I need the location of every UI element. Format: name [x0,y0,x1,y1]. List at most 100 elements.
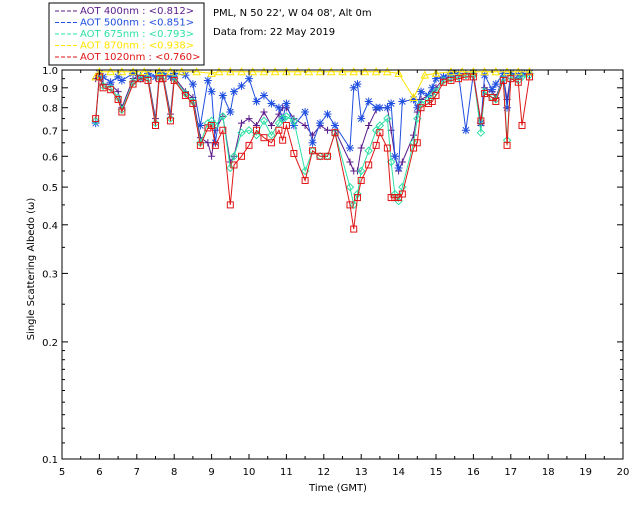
data-point [394,196,403,206]
data-point [346,201,354,209]
legend-entry: AOT 1020nm : <0.760> [55,52,200,63]
data-point [248,67,258,76]
data-point [225,67,235,76]
data-point [394,163,403,172]
y-tick-label: 0.6 [42,152,58,163]
legend-label: AOT 1020nm : <0.760> [80,52,200,63]
data-point [188,80,197,89]
data-point [252,126,260,134]
data-point [353,194,361,202]
data-point [409,92,418,101]
x-tick-label: 18 [542,467,555,478]
data-point [394,68,403,77]
data-point [211,141,219,149]
y-tick-label: 1.0 [42,66,58,77]
data-point [375,103,384,112]
data-point [208,121,216,129]
data-point [499,76,507,84]
data-point [331,121,340,130]
y-tick-label: 0.1 [42,455,58,466]
data-point [219,126,227,134]
data-point [349,83,358,92]
data-point [274,103,283,112]
data-point [230,87,239,96]
data-point [315,67,325,76]
data-point [230,161,238,169]
data-point [252,121,260,129]
data-point [245,115,253,123]
data-point [282,112,291,121]
y-tick-label: 0.9 [42,84,58,95]
legend-entry: AOT 870nm : <0.938> [55,41,194,52]
data-point [107,86,115,94]
data-point [345,144,354,153]
x-tick-label: 10 [243,467,256,478]
data-point [267,99,276,108]
data-point [308,138,317,147]
x-tick-label: 19 [579,467,592,478]
data-point [357,176,365,184]
legend: AOT 400nm : <0.812>AOT 500nm : <0.851>AO… [55,6,200,63]
data-point [237,67,246,76]
data-point [203,76,212,85]
data-point [237,128,246,137]
data-point [417,87,426,96]
y-tick-label: 0.4 [42,221,58,232]
data-point [218,91,227,100]
data-point [267,139,275,147]
data-point [383,114,392,123]
data-point [218,112,228,121]
data-point [192,67,201,76]
series-line [95,71,530,99]
data-point [114,72,123,81]
data-point [526,73,533,81]
data-point [144,69,153,78]
data-point [432,74,440,83]
data-point [356,166,366,176]
data-point [383,144,391,152]
data-point [226,201,234,209]
y-tick-label: 0.3 [42,269,58,280]
legend-label: AOT 400nm : <0.812> [80,6,194,17]
data-point [345,182,355,192]
y-axis: 0.1 0.2 0.3 0.4 0.5 0.6 0.7 0.8 0.9 1.0 [42,66,623,466]
data-point [211,121,220,130]
data-point [432,91,440,99]
x-tick-label: 14 [392,467,405,478]
data-point [376,129,384,137]
data-point [282,99,291,108]
data-point [226,107,235,116]
data-point [413,103,422,112]
data-point [357,114,366,123]
data-point [91,119,100,128]
data-point [229,152,239,161]
data-point [129,69,138,78]
data-point [260,134,268,142]
data-point [309,147,317,155]
data-point [330,128,340,137]
data-point [324,126,332,134]
data-point [279,136,287,144]
x-axis-title: Time (GMT) [308,483,367,494]
data-point [244,126,254,135]
data-point [383,67,392,76]
data-point [365,161,373,169]
y-tick-label: 0.8 [42,104,58,115]
data-point [207,116,216,126]
data-point [245,74,253,83]
x-tick-label: 11 [280,467,293,478]
data-point [398,97,407,106]
series-5 [92,73,533,233]
data-point [177,67,187,76]
data-point [420,70,430,79]
data-point [395,194,403,202]
data-point [207,87,216,96]
data-point [454,75,462,83]
data-point [391,194,399,202]
legend-label: AOT 870nm : <0.938> [80,41,194,52]
data-point [117,76,126,85]
x-tick-label: 17 [504,467,517,478]
data-point [238,119,246,127]
x-tick-label: 8 [171,467,177,478]
data-point [398,190,406,198]
